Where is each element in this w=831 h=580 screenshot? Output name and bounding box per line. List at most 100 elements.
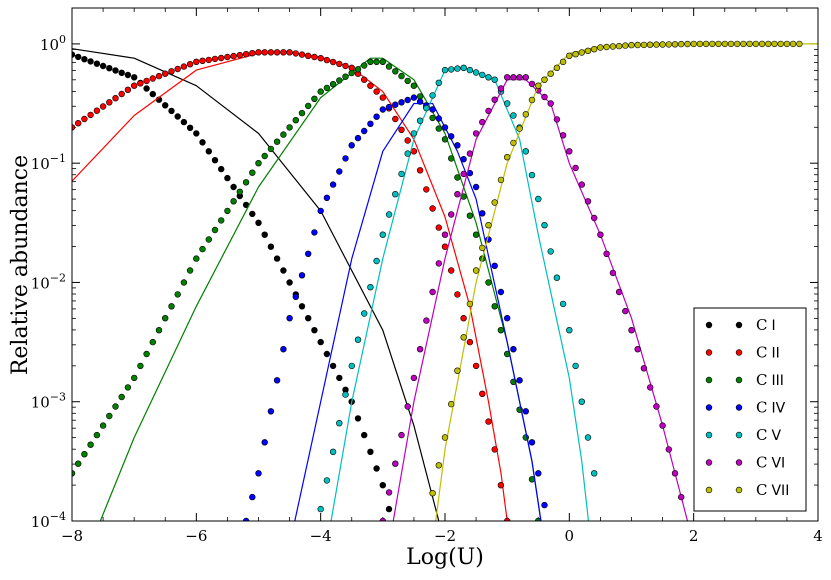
series-point bbox=[441, 124, 449, 131]
y-tick-label: 100 bbox=[40, 33, 66, 54]
series-point bbox=[479, 244, 486, 252]
y-tick-label: 10−4 bbox=[31, 510, 66, 531]
series-point bbox=[485, 418, 492, 425]
series-point bbox=[87, 58, 94, 65]
series-point bbox=[472, 267, 480, 274]
series-point bbox=[155, 327, 163, 334]
series-point bbox=[218, 217, 225, 224]
series-point bbox=[491, 303, 498, 310]
series-point bbox=[199, 245, 206, 253]
y-tick-exponent: 0 bbox=[59, 33, 66, 46]
series-point bbox=[261, 152, 268, 160]
series-point bbox=[348, 69, 355, 77]
series-point bbox=[429, 114, 436, 122]
series-point bbox=[298, 303, 306, 310]
legend-marker bbox=[735, 459, 743, 466]
series-point bbox=[305, 52, 312, 59]
series-point bbox=[354, 134, 362, 142]
legend-ion-element: C bbox=[756, 344, 767, 362]
series-point bbox=[479, 390, 486, 397]
series-point bbox=[435, 224, 442, 231]
series-point bbox=[485, 74, 492, 81]
series-point bbox=[404, 77, 411, 85]
series-point bbox=[771, 40, 778, 48]
x-tick-labels: −8 −6 −4 −2 0 2 4 bbox=[61, 527, 823, 545]
series-point bbox=[504, 315, 511, 322]
series-point bbox=[298, 109, 306, 117]
legend-ion-element: C bbox=[756, 371, 767, 389]
series-point bbox=[323, 84, 331, 92]
y-tick-base: 10 bbox=[40, 36, 59, 54]
series-point bbox=[354, 415, 362, 422]
series-point bbox=[336, 77, 343, 84]
series-point bbox=[305, 102, 312, 110]
plot-frame bbox=[71, 7, 819, 522]
series-point bbox=[385, 63, 393, 70]
series-point bbox=[435, 260, 442, 267]
series-point bbox=[267, 408, 275, 415]
series-point bbox=[249, 493, 256, 501]
legend-ion-stage: II bbox=[771, 346, 779, 362]
series-point bbox=[659, 422, 666, 429]
y-tick-exponent: −2 bbox=[50, 271, 66, 284]
x-axis-label: Log(U) bbox=[406, 545, 484, 570]
legend-ion-element: C bbox=[756, 426, 767, 444]
series-point bbox=[286, 124, 293, 131]
series-point bbox=[373, 465, 380, 472]
series-point bbox=[547, 100, 554, 107]
series-point bbox=[615, 42, 623, 50]
series-point bbox=[255, 470, 262, 477]
legend-ion-element: C bbox=[756, 316, 767, 334]
series-point bbox=[255, 219, 262, 227]
series-point bbox=[81, 451, 88, 458]
series-point bbox=[472, 231, 480, 238]
series-point bbox=[168, 107, 175, 115]
series-point bbox=[522, 148, 529, 155]
series-point bbox=[584, 198, 592, 205]
series-point bbox=[404, 96, 411, 104]
y-tick-base: 10 bbox=[31, 274, 50, 292]
series-point bbox=[435, 115, 442, 122]
series-point bbox=[460, 64, 467, 72]
series-point bbox=[311, 95, 318, 103]
series-point bbox=[168, 68, 175, 75]
series-point bbox=[709, 40, 716, 48]
series-point bbox=[354, 66, 362, 73]
series-point bbox=[329, 181, 337, 188]
series-point bbox=[199, 57, 206, 64]
x-tick-label: 0 bbox=[565, 527, 575, 545]
series-point bbox=[454, 174, 461, 181]
series-point bbox=[528, 171, 536, 179]
series-point bbox=[628, 41, 635, 49]
series-point bbox=[584, 434, 592, 441]
series-point bbox=[653, 403, 660, 410]
series-point bbox=[410, 82, 418, 89]
series-point bbox=[99, 62, 107, 70]
series-point bbox=[479, 210, 486, 217]
series-point bbox=[273, 138, 281, 145]
y-axis-label: Relative abundance bbox=[8, 155, 33, 375]
series-point bbox=[280, 267, 287, 274]
legend-ion-stage: VI bbox=[771, 456, 785, 472]
series-point bbox=[535, 82, 542, 89]
series-point bbox=[348, 142, 355, 149]
y-tick-exponent: −1 bbox=[50, 152, 66, 165]
series-point bbox=[690, 40, 697, 48]
series-point bbox=[230, 183, 237, 191]
series-line bbox=[330, 67, 590, 521]
y-tick-label: 10−3 bbox=[31, 391, 66, 412]
series-point bbox=[466, 300, 474, 308]
series-point bbox=[379, 231, 386, 238]
legend-label: C III bbox=[756, 371, 784, 389]
series-point bbox=[124, 71, 132, 79]
series-point bbox=[218, 54, 225, 62]
x-tick-label: −6 bbox=[185, 527, 207, 545]
series-point bbox=[472, 69, 480, 76]
series-point bbox=[193, 130, 200, 137]
series-point bbox=[342, 73, 349, 80]
series-point bbox=[106, 64, 113, 72]
series-point bbox=[410, 130, 418, 137]
series-point bbox=[547, 70, 554, 77]
